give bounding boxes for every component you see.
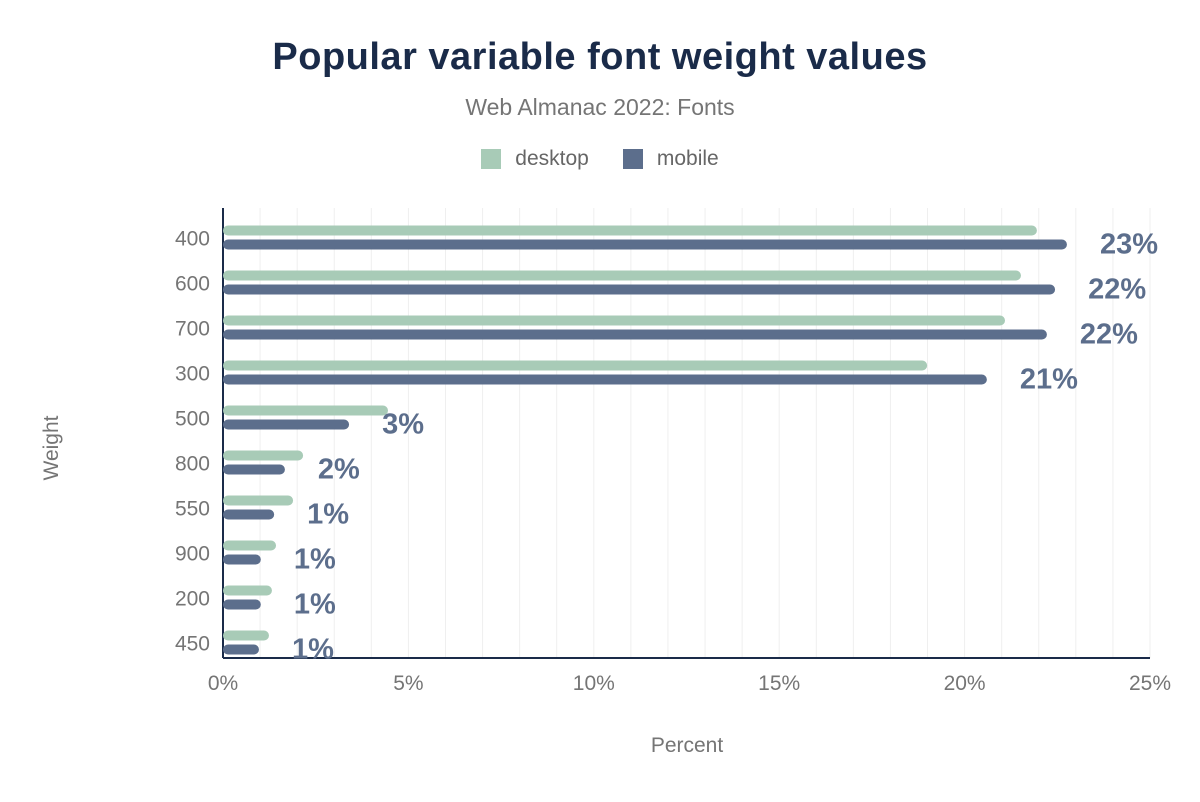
bar-mobile-200[interactable] [223,599,261,610]
legend-item-mobile[interactable]: mobile [622,147,719,171]
bar-mobile-800[interactable] [223,464,285,475]
bar-desktop-400[interactable] [223,225,1037,236]
y-axis-label: Weight [40,415,63,480]
y-tick-label: 600 [175,273,210,296]
y-tick-label: 400 [175,228,210,251]
data-label: 1% [292,634,334,666]
y-tick-label: 550 [175,498,210,521]
chart-subtitle: Web Almanac 2022: Fonts [465,94,735,120]
bar-desktop-200[interactable] [223,585,272,596]
legend-swatch-mobile [622,149,643,169]
bar-mobile-450[interactable] [223,644,259,655]
bar-desktop-300[interactable] [223,360,928,371]
data-label: 1% [294,589,336,621]
x-tick-label: 5% [393,672,423,695]
data-label: 23% [1100,229,1158,261]
legend-item-desktop[interactable]: desktop [481,147,589,171]
data-label: 2% [318,454,360,486]
data-label: 1% [294,544,336,576]
bar-desktop-900[interactable] [223,540,277,551]
data-label: 22% [1088,274,1146,306]
bar-desktop-500[interactable] [223,405,389,416]
bar-desktop-800[interactable] [223,450,304,461]
x-tick-label: 15% [758,672,800,695]
x-tick-label: 10% [573,672,615,695]
bar-desktop-600[interactable] [223,270,1021,281]
data-label: 1% [307,499,349,531]
bar-desktop-700[interactable] [223,315,1006,326]
bar-mobile-300[interactable] [223,374,987,385]
y-tick-label: 500 [175,408,210,431]
bar-mobile-900[interactable] [223,554,261,565]
y-tick-label: 300 [175,363,210,386]
legend-swatch-desktop [481,149,502,169]
data-label: 3% [382,409,424,441]
chart-title: Popular variable font weight values [272,36,928,78]
legend: desktop mobile [0,147,1200,171]
x-tick-label: 25% [1129,672,1171,695]
legend-label-desktop: desktop [515,147,589,170]
x-tick-label: 0% [208,672,238,695]
bar-mobile-550[interactable] [223,509,275,520]
bar-mobile-700[interactable] [223,329,1047,340]
y-tick-label: 900 [175,543,210,566]
bar-mobile-500[interactable] [223,419,350,430]
bar-desktop-450[interactable] [223,630,269,641]
bar-mobile-600[interactable] [223,284,1056,295]
x-tick-label: 20% [944,672,986,695]
y-tick-label: 450 [175,633,210,656]
legend-label-mobile: mobile [656,147,719,170]
data-label: 22% [1080,319,1138,351]
y-tick-label: 800 [175,453,210,476]
data-label: 21% [1020,364,1078,396]
y-tick-label: 700 [175,318,210,341]
x-axis-label: Percent [651,734,724,757]
bar-mobile-400[interactable] [223,239,1067,250]
y-tick-label: 200 [175,588,210,611]
bar-desktop-550[interactable] [223,495,294,506]
